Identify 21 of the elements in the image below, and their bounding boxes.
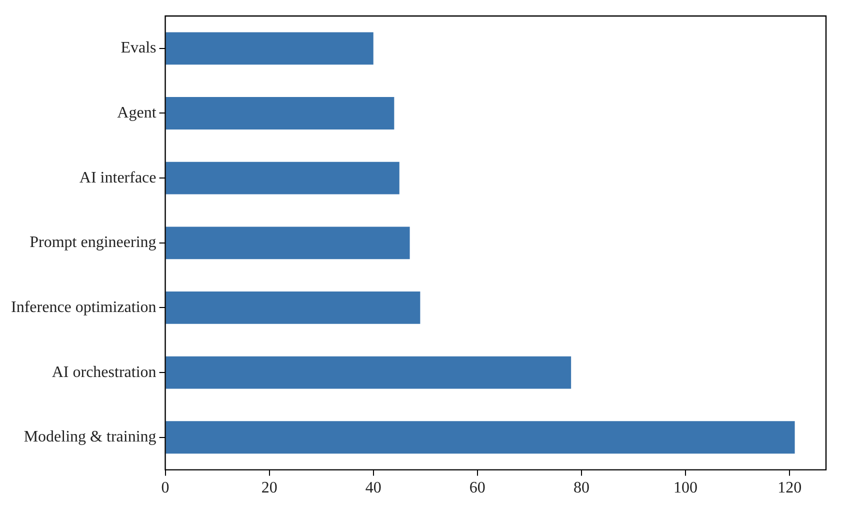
bar	[166, 421, 795, 454]
bar	[166, 97, 394, 130]
y-tick-label: Agent	[117, 104, 157, 122]
y-tick-label: Evals	[120, 40, 156, 57]
x-tick-label: 80	[573, 480, 590, 497]
bar	[166, 292, 420, 324]
y-tick-label: AI interface	[79, 169, 156, 186]
x-tick-label: 20	[261, 480, 278, 497]
y-tick-label: Prompt engineering	[30, 234, 156, 252]
x-tick-label: 120	[778, 480, 802, 497]
bar	[166, 226, 410, 260]
bar	[166, 162, 400, 194]
bar	[166, 32, 374, 65]
x-tick-label: 100	[674, 480, 698, 497]
y-tick-label: AI orchestration	[52, 364, 156, 381]
y-tick-label: Modeling & training	[24, 428, 156, 446]
bar	[166, 356, 572, 389]
x-tick-label: 60	[469, 480, 486, 497]
y-tick-label: Inference optimization	[11, 298, 156, 316]
x-tick-label: 0	[161, 480, 170, 497]
x-tick-label: 40	[365, 480, 382, 497]
